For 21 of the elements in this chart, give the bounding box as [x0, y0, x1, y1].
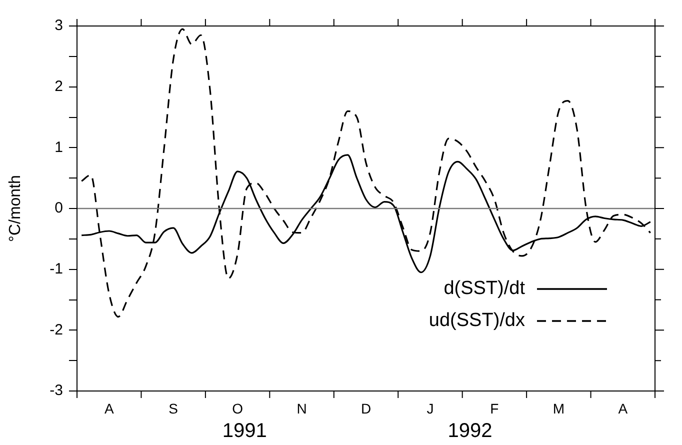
y-tick-label: 0	[54, 200, 63, 217]
x-tick-label: S	[168, 400, 178, 416]
text: 1992	[448, 420, 492, 442]
x-tick-label: A	[618, 400, 628, 416]
x-tick-label: N	[296, 400, 307, 416]
x-tick-label: M	[552, 400, 565, 416]
y-tick-label: -3	[50, 382, 63, 400]
x-tick-label: J	[426, 400, 434, 416]
x-tick-label: D	[360, 400, 372, 416]
y-tick-label: 2	[54, 78, 63, 95]
y-axis-title: °C/month	[7, 175, 24, 242]
x-tick-label: A	[104, 400, 114, 416]
legend-label: d(SST)/dt	[444, 278, 526, 300]
y-tick-label: -1	[50, 260, 63, 278]
legend-label: ud(SST)/dx	[428, 310, 526, 332]
y-tick-label: 1	[54, 138, 63, 156]
y-tick-label: 3	[54, 17, 63, 34]
x-tick-label: F	[490, 400, 499, 416]
text: 1991	[222, 420, 267, 442]
y-tick-label: -2	[50, 321, 63, 338]
x-tick-label: O	[232, 400, 244, 416]
